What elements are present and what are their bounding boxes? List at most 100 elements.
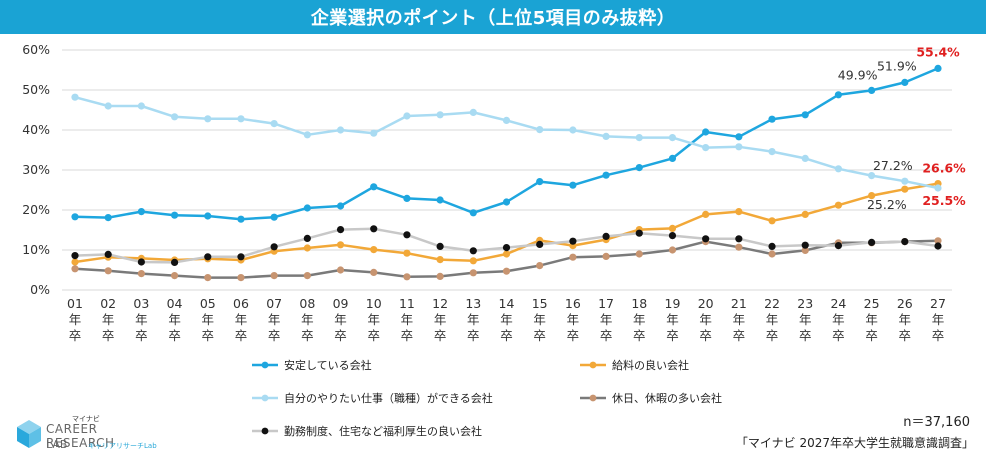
logo-subtitle: キャリアリサーチLab [88, 442, 157, 450]
data-point [801, 246, 809, 254]
data-label: 49.9% [838, 67, 878, 82]
data-point [502, 250, 511, 258]
data-point [801, 241, 809, 249]
data-point [801, 154, 809, 162]
legend-label: 安定している会社 [284, 358, 372, 372]
data-point [370, 268, 378, 276]
data-point [702, 128, 710, 136]
data-point [768, 148, 776, 156]
data-point [735, 235, 743, 243]
data-point [635, 250, 643, 258]
data-point [137, 102, 145, 110]
data-point [868, 172, 876, 180]
data-point [668, 154, 677, 162]
y-axis: 0% 10% 20% 30% 40% 50% 60% [22, 42, 50, 297]
data-point [303, 244, 311, 252]
data-point [569, 237, 577, 245]
data-point [735, 143, 743, 151]
data-point [735, 243, 743, 251]
sample-size: n＝37,160 [903, 415, 970, 430]
data-point [303, 272, 311, 280]
series-line [74, 67, 939, 221]
cube-logo-icon [17, 420, 41, 448]
data-point [735, 133, 743, 141]
data-point [137, 258, 145, 266]
data-point [336, 226, 345, 234]
source-note: 「マイナビ 2027年卒大学生就職意識調査」 [735, 436, 974, 450]
legend-marker [589, 394, 597, 402]
data-point [403, 273, 411, 281]
data-point [204, 274, 212, 282]
data-point [502, 198, 511, 206]
data-point [934, 242, 942, 250]
data-point [436, 111, 444, 119]
data-point [901, 78, 909, 86]
career-research-lab-logo: マイナビ CAREER RESEARCH LAB キャリアリサーチLab [14, 410, 164, 470]
data-point [602, 252, 610, 260]
legend-label: 休日、休暇の多い会社 [612, 391, 722, 405]
data-point [270, 213, 278, 221]
data-point [204, 253, 212, 261]
data-label: 25.2% [867, 197, 907, 212]
data-point [71, 252, 79, 260]
data-point [469, 257, 477, 265]
data-point [702, 235, 710, 243]
y-tick-label: 50% [22, 82, 50, 97]
data-point [901, 238, 909, 246]
x-tick-label: 01 年卒 [67, 296, 83, 343]
legend-label: 自分のやりたい仕事（職種）ができる会社 [284, 391, 493, 405]
data-point [635, 229, 643, 237]
data-point [104, 102, 112, 110]
data-point [303, 234, 311, 242]
data-point [170, 211, 179, 219]
x-tick-label: 12 年卒 [432, 296, 448, 343]
data-point [536, 240, 544, 248]
y-tick-label: 0% [30, 282, 50, 297]
x-tick-label: 22 年卒 [764, 296, 780, 343]
data-point [336, 241, 345, 249]
data-point [502, 267, 511, 275]
x-tick-label: 08 年卒 [299, 296, 315, 343]
data-point [336, 126, 345, 134]
x-tick-label: 27 年卒 [930, 296, 946, 343]
data-point [602, 232, 610, 240]
data-labels: 55.4%51.9%49.9% 27.2% 26.6% 25.2% 25.5% [838, 44, 966, 212]
data-point [868, 86, 876, 94]
data-point [270, 243, 278, 251]
data-point [336, 202, 345, 210]
data-point [137, 270, 145, 278]
data-point [303, 204, 311, 212]
legend-label: 勤務制度、住宅など福利厚生の良い会社 [284, 424, 482, 438]
x-tick-label: 18 年卒 [631, 296, 647, 343]
series-line [74, 95, 939, 190]
x-tick-label: 02 年卒 [100, 296, 116, 343]
data-point [635, 134, 643, 142]
x-tick-label: 15 年卒 [532, 296, 548, 343]
data-point [336, 266, 345, 274]
data-point [834, 242, 843, 250]
data-point [668, 134, 677, 142]
data-point [436, 272, 444, 280]
data-point [768, 217, 776, 225]
data-point [71, 258, 79, 266]
x-tick-label: 07 年卒 [266, 296, 282, 343]
data-point [237, 253, 245, 261]
data-point [170, 258, 179, 266]
data-label: 27.2% [873, 158, 913, 173]
data-point [668, 246, 677, 254]
data-point [237, 115, 245, 123]
data-point [768, 242, 776, 250]
data-point [469, 108, 477, 116]
data-point [436, 242, 444, 250]
data-point [204, 212, 212, 220]
data-label: 25.5% [922, 193, 966, 208]
gridlines [62, 49, 952, 291]
data-point [71, 265, 79, 273]
data-point [536, 126, 544, 134]
y-tick-label: 40% [22, 122, 50, 137]
x-tick-label: 20 年卒 [698, 296, 714, 343]
legend-marker [261, 361, 269, 369]
data-point [303, 131, 311, 139]
x-tick-label: 09 年卒 [333, 296, 349, 343]
data-point [934, 184, 942, 192]
